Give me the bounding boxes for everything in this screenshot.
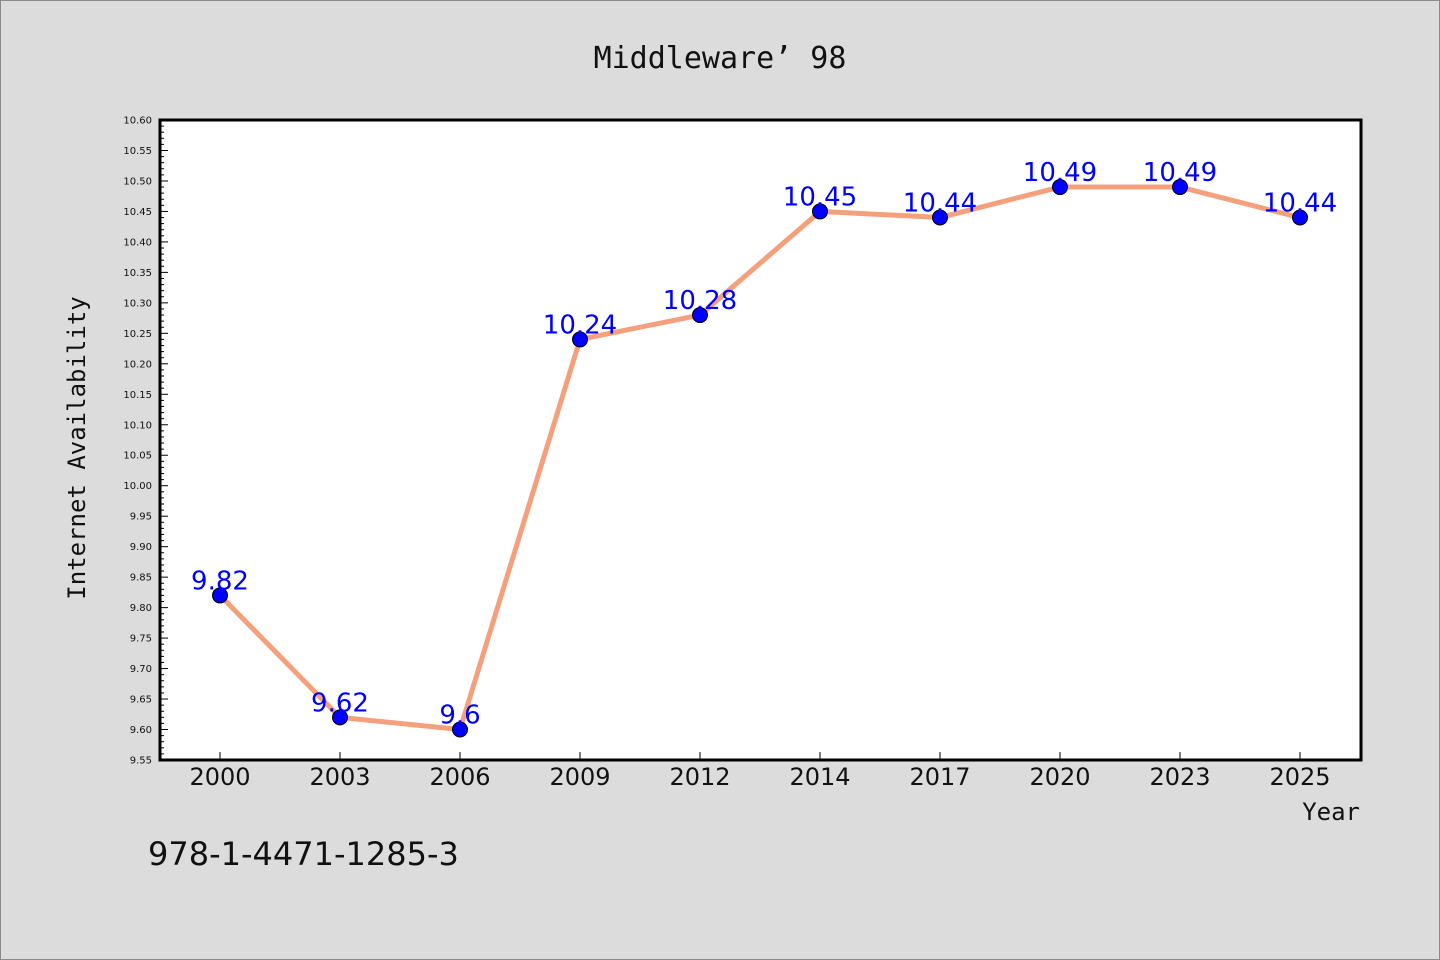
y-tick-label: 10.40 [123,237,152,248]
y-axis-label: Internet Availability [63,296,91,599]
y-tick-label: 9.90 [130,542,152,553]
y-tick-label: 10.15 [123,390,152,401]
isbn-text: 978-1-4471-1285-3 [148,835,459,873]
x-tick-label: 2000 [189,763,250,791]
data-label: 9.82 [191,566,249,596]
plot-area [158,118,1363,762]
data-point [692,307,708,324]
data-label: 10.45 [783,182,857,212]
data-point [572,331,588,348]
y-tick-label: 10.10 [123,420,152,431]
x-tick-label: 2009 [549,763,610,791]
data-point [812,203,828,220]
y-tick-label: 10.45 [123,207,152,218]
x-tick-label: 2014 [789,763,850,791]
x-tick-label: 2012 [669,763,730,791]
y-tick-label: 9.95 [130,512,152,523]
y-tick-label: 10.30 [123,298,152,309]
y-tick-label: 9.75 [130,634,152,645]
y-tick-label: 9.70 [130,664,152,675]
data-point [1292,209,1308,226]
data-point [452,721,468,738]
data-label: 10.28 [663,286,737,316]
y-tick-label: 9.60 [130,725,152,736]
y-tick-label: 10.05 [123,451,152,462]
y-tick-label: 9.65 [130,695,152,706]
y-tick-label: 9.80 [130,603,152,614]
data-point [932,209,948,226]
data-point [1052,179,1068,196]
series-group: 9.82 9.62 9.6 10.24 10.28 10.45 10.44 10.49 10.4… [191,158,1337,738]
y-tick-label: 10.50 [123,176,152,187]
y-tick-label: 10.60 [123,116,152,127]
x-tick-label: 2017 [909,763,970,791]
y-axis: 9.55 9.60 9.65 9.70 9.75 9.80 9.85 9.90 9.95 10.0… [123,116,168,767]
x-tick-label: 2020 [1029,763,1090,791]
y-tick-label: 9.85 [130,573,152,584]
x-axis-label: Year [1302,798,1360,826]
data-label: 10.49 [1023,158,1097,188]
y-tick-label: 10.35 [123,268,152,279]
data-point [1172,179,1188,196]
y-tick-label: 10.00 [123,481,152,492]
x-tick-label: 2023 [1149,763,1210,791]
y-tick-label: 10.25 [123,329,152,340]
data-label: 10.49 [1143,158,1217,188]
chart-title: Middleware’ 98 [594,41,847,76]
data-label: 10.24 [543,310,617,340]
x-tick-label: 2003 [309,763,370,791]
x-axis: 2000 2003 2006 2009 2012 2014 2017 2020 2023 2025 [189,752,1331,791]
data-point [332,709,348,726]
x-tick-label: 2006 [429,763,490,791]
data-label: 10.44 [1263,189,1337,219]
y-tick-label: 10.55 [123,146,152,157]
data-label: 9.62 [311,688,369,718]
x-tick-label: 2025 [1269,763,1330,791]
series-line [217,184,1303,733]
data-label: 9.6 [439,701,480,731]
data-point [212,587,228,604]
data-label: 10.44 [903,189,977,219]
y-tick-label: 10.20 [123,359,152,370]
y-tick-label: 9.55 [130,756,152,767]
